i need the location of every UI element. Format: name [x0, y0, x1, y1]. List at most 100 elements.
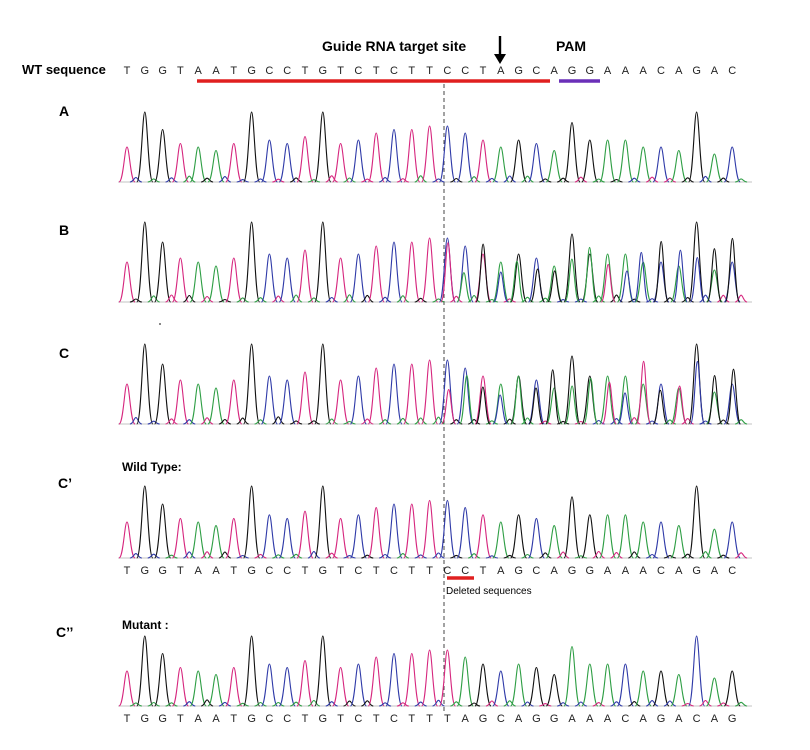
- wild-type-sequence-base: A: [551, 565, 559, 577]
- wt-sequence-base: T: [124, 65, 131, 77]
- wild-type-sequence-base: T: [373, 565, 380, 577]
- wild-type-sequence-base: C: [461, 565, 469, 577]
- mutant-sequence-base: G: [657, 713, 666, 725]
- wt-sequence-base: G: [141, 65, 150, 77]
- panel-label-c: C: [59, 345, 70, 361]
- panel-label-a: A: [59, 103, 70, 119]
- wt-sequence-base: G: [514, 65, 523, 77]
- wt-sequence-base: C: [390, 65, 398, 77]
- wild-type-sequence-base: T: [480, 565, 487, 577]
- wild-type-sequence-base: G: [319, 565, 328, 577]
- mutant-sequence-base: C: [354, 713, 362, 725]
- wt-sequence-base: G: [586, 65, 595, 77]
- mutant-sequence-base: A: [515, 713, 523, 725]
- mutant-subtitle: Mutant :: [122, 618, 169, 632]
- wt-sequence-base: G: [319, 65, 328, 77]
- wild-type-sequence-base: A: [711, 565, 719, 577]
- wt-sequence-base: T: [426, 65, 433, 77]
- panel-label-c-double-prime: C’’: [56, 624, 74, 640]
- wt-sequence-base: A: [640, 65, 648, 77]
- wild-type-sequence-base: A: [195, 565, 203, 577]
- wt-sequence-base: A: [212, 65, 220, 77]
- wild-type-sequence-base: T: [177, 565, 184, 577]
- wt-sequence-base: C: [354, 65, 362, 77]
- wild-type-sequence-base: C: [265, 565, 273, 577]
- wt-sequence-base: A: [675, 65, 683, 77]
- mutant-sequence-base: G: [141, 713, 150, 725]
- wt-sequence-base: T: [337, 65, 344, 77]
- wild-type-sequence-base: C: [283, 565, 291, 577]
- wild-type-sequence-base: A: [640, 565, 648, 577]
- mutant-sequence-base: T: [373, 713, 380, 725]
- trace-panel-a: [118, 111, 752, 183]
- wild-type-sequence-base: T: [408, 565, 415, 577]
- wt-sequence-base: C: [657, 65, 665, 77]
- wild-type-sequence-base: A: [675, 565, 683, 577]
- mutant-sequence-base: A: [586, 713, 594, 725]
- wild-type-subtitle: Wild Type:: [122, 460, 182, 474]
- mutant-sequence-base: T: [337, 713, 344, 725]
- mutant-sequence-base: C: [283, 713, 291, 725]
- wt-sequence-base: C: [532, 65, 540, 77]
- wild-type-sequence-base: G: [141, 565, 150, 577]
- wild-type-sequence-base: A: [604, 565, 612, 577]
- wild-type-sequence-base: G: [158, 565, 167, 577]
- wt-sequence-base: A: [497, 65, 505, 77]
- wt-sequence-base: C: [283, 65, 291, 77]
- wt-sequence-base: C: [728, 65, 736, 77]
- wt-sequence-base: T: [177, 65, 184, 77]
- wild-type-sequence-base: G: [514, 565, 523, 577]
- mutant-sequence-base: C: [693, 713, 701, 725]
- wild-type-sequence-base: A: [622, 565, 630, 577]
- mutant-sequence-base: G: [158, 713, 167, 725]
- panel-label-b: B: [59, 222, 70, 238]
- mutant-sequence-base: G: [550, 713, 559, 725]
- wild-type-sequence-base: C: [443, 565, 451, 577]
- wild-type-sequence-base: G: [586, 565, 595, 577]
- wt-sequence-base: A: [551, 65, 559, 77]
- mutant-sequence-base: A: [212, 713, 220, 725]
- mutant-sequence-base: C: [497, 713, 505, 725]
- mutant-sequence-base: C: [621, 713, 629, 725]
- mutant-sequence-base: T: [426, 713, 433, 725]
- wt-sequence-base: A: [195, 65, 203, 77]
- wild-type-sequence-base: C: [657, 565, 665, 577]
- wt-sequence-base: C: [461, 65, 469, 77]
- wt-sequence-base: A: [622, 65, 630, 77]
- trace-panel-b: [118, 221, 752, 303]
- wt-sequence-base: A: [604, 65, 612, 77]
- mutant-sequence-base: T: [124, 713, 131, 725]
- wt-sequence-base: G: [568, 65, 577, 77]
- mutant-sequence-base: G: [728, 713, 737, 725]
- wild-type-sequence-base: G: [247, 565, 256, 577]
- wt-sequence-base: C: [265, 65, 273, 77]
- mutant-sequence-base: A: [568, 713, 576, 725]
- wild-type-sequence-base: C: [390, 565, 398, 577]
- mutant-sequence-base: T: [444, 713, 451, 725]
- wt-sequence-base: T: [373, 65, 380, 77]
- mutant-sequence-base: T: [230, 713, 237, 725]
- wild-type-sequence-base: A: [212, 565, 220, 577]
- wt-sequence-base: C: [443, 65, 451, 77]
- wild-type-sequence-base: C: [354, 565, 362, 577]
- mutant-sequence-base: G: [319, 713, 328, 725]
- mutant-sequence-base: A: [675, 713, 683, 725]
- trace-panel-cpp: [118, 635, 752, 707]
- wt-sequence-base: G: [158, 65, 167, 77]
- guide-rna-label: Guide RNA target site: [322, 38, 467, 54]
- cut-site-arrow-icon: [494, 36, 506, 64]
- wt-sequence-base: T: [230, 65, 237, 77]
- wild-type-sequence-base: G: [568, 565, 577, 577]
- deleted-sequences-note: Deleted sequences: [446, 586, 532, 597]
- mutant-sequence-base: A: [640, 713, 648, 725]
- wt-sequence-base: T: [480, 65, 487, 77]
- wt-sequence-base: G: [692, 65, 701, 77]
- trace-panel-c: [118, 343, 752, 425]
- wild-type-sequence-base: C: [728, 565, 736, 577]
- wild-type-sequence-base: T: [337, 565, 344, 577]
- mutant-sequence-base: C: [390, 713, 398, 725]
- mutant-sequence-base: T: [302, 713, 309, 725]
- stray-dot: [159, 323, 161, 325]
- wild-type-sequence-base: T: [124, 565, 131, 577]
